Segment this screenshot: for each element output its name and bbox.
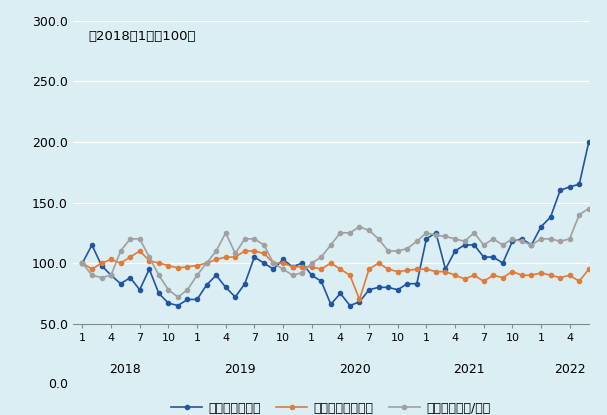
集積回路（月/年） <box>174 295 181 300</box>
電子管・半導体等 <box>375 261 382 266</box>
電子管・半導体等 <box>79 261 86 266</box>
半導体製造装置 <box>384 285 392 290</box>
Text: 0.0: 0.0 <box>48 378 68 391</box>
半導体製造装置 <box>432 230 439 235</box>
Text: 2022: 2022 <box>554 363 586 376</box>
半導体製造装置 <box>174 303 181 308</box>
Line: 集積回路（月/年）: 集積回路（月/年） <box>80 207 591 299</box>
半導体製造装置 <box>365 287 373 292</box>
電子管・半導体等 <box>279 261 287 266</box>
電子管・半導体等 <box>136 249 143 254</box>
電子管・半導体等 <box>404 268 411 273</box>
電子管・半導体等 <box>356 297 363 302</box>
Text: （2018年1月＝100）: （2018年1月＝100） <box>89 30 196 43</box>
集積回路（月/年） <box>79 261 86 266</box>
集積回路（月/年） <box>365 228 373 233</box>
Line: 半導体製造装置: 半導体製造装置 <box>80 140 591 308</box>
半導体製造装置 <box>394 287 401 292</box>
半導体製造装置 <box>279 257 287 262</box>
集積回路（月/年） <box>585 206 592 211</box>
電子管・半導体等 <box>394 269 401 274</box>
Text: 2020: 2020 <box>339 363 371 376</box>
Text: 2021: 2021 <box>453 363 485 376</box>
Text: 2019: 2019 <box>224 363 256 376</box>
集積回路（月/年） <box>279 267 287 272</box>
半導体製造装置 <box>79 261 86 266</box>
Legend: 半導体製造装置, 電子管・半導体等, 集積回路（月/年）: 半導体製造装置, 電子管・半導体等, 集積回路（月/年） <box>166 397 495 415</box>
電子管・半導体等 <box>174 266 181 271</box>
Text: 2018: 2018 <box>109 363 141 376</box>
集積回路（月/年） <box>432 233 439 238</box>
半導体製造装置 <box>585 139 592 144</box>
半導体製造装置 <box>164 300 172 305</box>
Line: 電子管・半導体等: 電子管・半導体等 <box>80 249 591 302</box>
電子管・半導体等 <box>585 267 592 272</box>
集積回路（月/年） <box>394 249 401 254</box>
集積回路（月/年） <box>164 287 172 292</box>
電子管・半導体等 <box>442 269 449 274</box>
集積回路（月/年） <box>384 249 392 254</box>
